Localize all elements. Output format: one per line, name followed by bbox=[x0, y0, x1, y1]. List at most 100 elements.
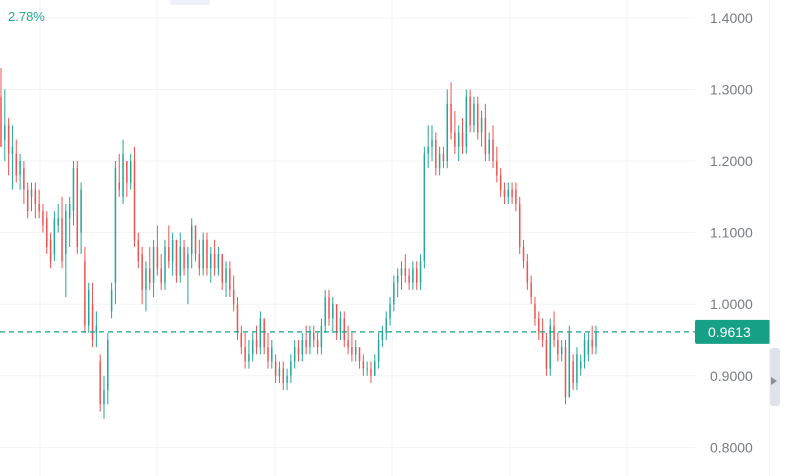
candle-body bbox=[49, 239, 52, 262]
candle-body bbox=[385, 318, 387, 333]
candle-body bbox=[534, 304, 536, 319]
candle-body bbox=[522, 246, 525, 262]
candle-body bbox=[217, 254, 220, 269]
candle-body bbox=[141, 254, 143, 290]
candle-body bbox=[347, 340, 349, 348]
candle-body bbox=[496, 161, 498, 176]
candle-body bbox=[221, 254, 223, 283]
candle-body bbox=[492, 139, 494, 162]
price-tick-label: 1.4000 bbox=[710, 10, 753, 26]
candle-body bbox=[34, 189, 37, 204]
candle-body bbox=[4, 125, 6, 140]
candle-body bbox=[244, 347, 246, 362]
candle-body bbox=[412, 268, 414, 283]
candle-body bbox=[160, 268, 162, 283]
candle-body bbox=[103, 390, 105, 405]
candle-body bbox=[427, 146, 429, 154]
candle-body bbox=[179, 246, 182, 276]
candle-body bbox=[538, 318, 540, 333]
candle-body bbox=[415, 268, 418, 283]
candle-body bbox=[278, 368, 281, 376]
candle-body bbox=[19, 161, 21, 176]
price-tick-label: 0.8000 bbox=[710, 439, 753, 455]
candle-body bbox=[579, 361, 582, 369]
candle-body bbox=[358, 347, 361, 362]
candle-body bbox=[484, 118, 487, 154]
candle-body bbox=[316, 340, 319, 348]
candle-body bbox=[507, 189, 510, 197]
candle-body bbox=[255, 340, 258, 348]
candle-body bbox=[87, 289, 90, 326]
candle-body bbox=[122, 153, 124, 197]
candle-body bbox=[7, 125, 10, 154]
candle-body bbox=[133, 161, 136, 240]
candle-body bbox=[175, 239, 178, 276]
candle-body bbox=[370, 368, 372, 376]
candle-body bbox=[526, 261, 529, 283]
candle-body bbox=[229, 268, 231, 290]
candle-body bbox=[248, 354, 250, 362]
candle-body bbox=[202, 239, 204, 269]
candle-body bbox=[381, 332, 384, 340]
candle-body bbox=[137, 239, 140, 262]
current-price-label: 0.9613 bbox=[708, 324, 751, 340]
candle-body bbox=[396, 275, 399, 283]
candle-body bbox=[305, 340, 307, 348]
candle-body bbox=[518, 204, 521, 247]
candle-body bbox=[210, 254, 212, 269]
price-tick-label: 1.1000 bbox=[710, 225, 753, 241]
candle-body bbox=[366, 368, 368, 370]
candle-body bbox=[499, 175, 502, 190]
candle-body bbox=[240, 332, 243, 348]
candle-body bbox=[274, 361, 277, 376]
candle-body bbox=[164, 246, 166, 283]
candle-body bbox=[332, 304, 334, 319]
candle-body bbox=[68, 204, 71, 219]
expand-arrow-icon[interactable] bbox=[771, 377, 777, 385]
candle-body bbox=[503, 189, 506, 197]
candle-body bbox=[564, 347, 567, 398]
candle-body bbox=[473, 103, 475, 126]
candle-body bbox=[293, 347, 296, 362]
candle-body bbox=[583, 340, 586, 362]
candle-body bbox=[232, 289, 235, 305]
candle-body bbox=[53, 218, 56, 255]
candle-body bbox=[126, 161, 128, 183]
candle-body bbox=[442, 153, 445, 162]
candle-body bbox=[72, 168, 75, 212]
candle-body bbox=[129, 161, 132, 183]
candle-body bbox=[320, 325, 323, 348]
candle-body bbox=[0, 96, 2, 147]
candle-body bbox=[11, 146, 14, 154]
candle-body bbox=[156, 246, 159, 269]
candle-body bbox=[591, 340, 593, 348]
candle-body bbox=[374, 361, 376, 376]
candle-body bbox=[309, 332, 311, 348]
candle-body bbox=[435, 139, 437, 169]
candle-body bbox=[362, 361, 365, 369]
candle-body bbox=[568, 332, 571, 398]
candle-body bbox=[91, 304, 94, 340]
candle-body bbox=[286, 375, 288, 383]
candle-body bbox=[431, 139, 433, 147]
candle-body bbox=[488, 139, 490, 154]
candle-body bbox=[549, 325, 551, 369]
price-tick-label: 1.0000 bbox=[710, 296, 753, 312]
candle-body bbox=[187, 254, 189, 269]
top-tab-indicator[interactable] bbox=[170, 0, 210, 5]
candle-body bbox=[461, 132, 464, 147]
candle-body bbox=[530, 282, 532, 298]
price-tick-label: 1.3000 bbox=[710, 81, 753, 97]
candle-body bbox=[80, 189, 82, 233]
price-tick-label: 0.9000 bbox=[710, 368, 753, 384]
candle-body bbox=[351, 347, 353, 355]
candle-body bbox=[515, 189, 517, 204]
candle-body bbox=[560, 347, 563, 355]
candle-body bbox=[149, 268, 151, 283]
candle-body bbox=[194, 225, 197, 255]
candle-body bbox=[595, 332, 597, 348]
candle-body bbox=[61, 218, 63, 262]
candle-body bbox=[114, 168, 117, 283]
candle-body bbox=[57, 218, 59, 226]
